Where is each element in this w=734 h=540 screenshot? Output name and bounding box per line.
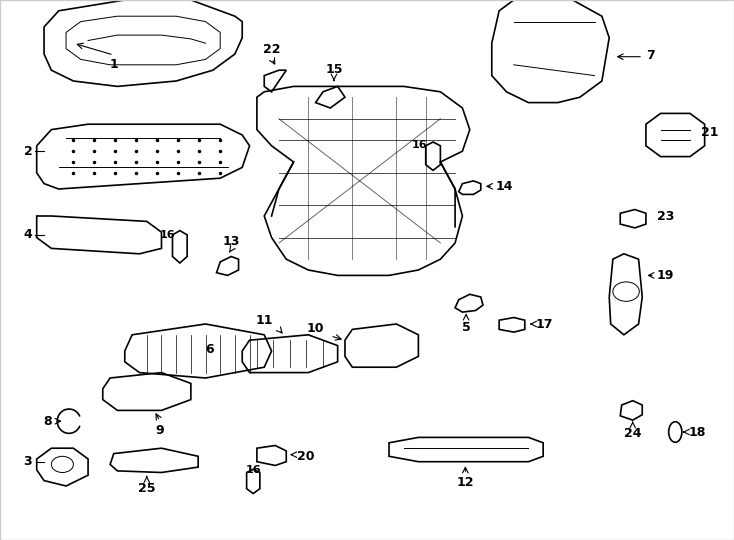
Text: 11: 11 — [255, 314, 273, 327]
Text: 4: 4 — [23, 228, 32, 241]
Text: 10: 10 — [307, 322, 324, 335]
Text: 21: 21 — [701, 126, 719, 139]
Text: 1: 1 — [109, 58, 118, 71]
Text: 6: 6 — [205, 343, 214, 356]
Text: 24: 24 — [624, 427, 642, 440]
Text: 22: 22 — [263, 43, 280, 56]
Text: 7: 7 — [646, 49, 655, 62]
Text: 20: 20 — [297, 450, 315, 463]
Text: 3: 3 — [23, 455, 32, 468]
Text: 23: 23 — [657, 210, 675, 222]
Text: 16: 16 — [159, 230, 175, 240]
Text: 16: 16 — [412, 140, 428, 150]
Text: 8: 8 — [43, 415, 51, 428]
Text: 13: 13 — [222, 235, 240, 248]
Text: 19: 19 — [657, 269, 675, 282]
Text: 25: 25 — [138, 482, 156, 495]
Text: 18: 18 — [688, 426, 706, 438]
Text: 17: 17 — [536, 318, 553, 330]
Text: 12: 12 — [457, 476, 474, 489]
Text: 5: 5 — [462, 321, 470, 334]
Text: 9: 9 — [156, 424, 164, 437]
Text: 2: 2 — [23, 145, 32, 158]
Text: 16: 16 — [245, 465, 261, 475]
Text: 14: 14 — [495, 180, 513, 193]
Text: 15: 15 — [325, 63, 343, 76]
